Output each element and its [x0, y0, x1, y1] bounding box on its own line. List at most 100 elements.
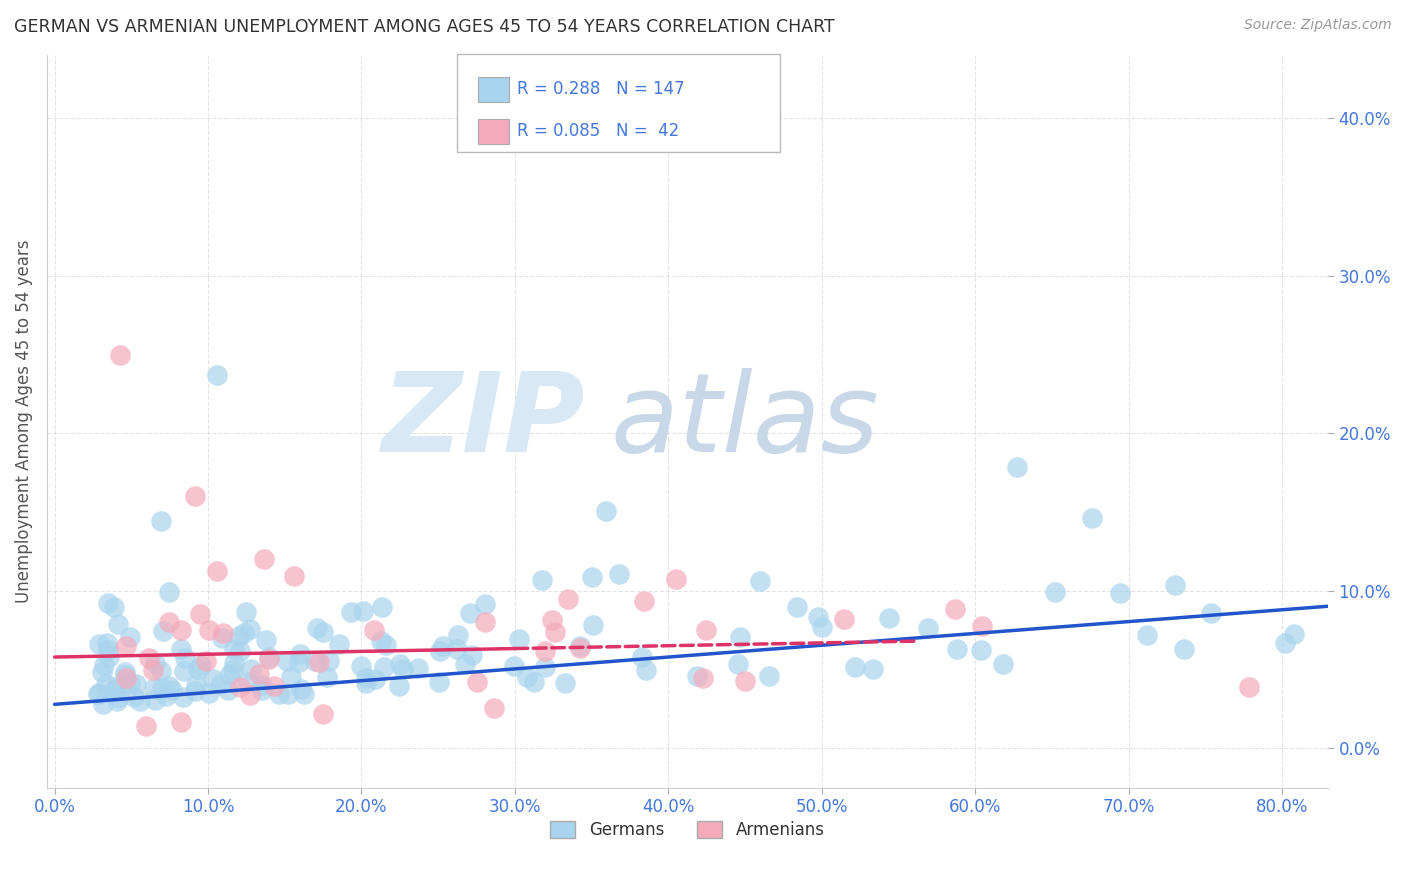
Point	[100, 607, 122, 622]
Point	[118, 641, 141, 656]
Point	[247, 657, 270, 672]
Point	[534, 643, 557, 657]
Point	[59, 671, 82, 685]
Text: Source: ZipAtlas.com: Source: ZipAtlas.com	[1244, 18, 1392, 32]
Point	[128, 662, 150, 676]
Point	[79, 681, 101, 695]
Point	[197, 672, 219, 686]
Point	[641, 578, 664, 592]
Point	[91, 651, 114, 665]
Point	[520, 642, 543, 657]
Point	[281, 670, 304, 684]
Text: atlas: atlas	[610, 368, 879, 475]
Point	[84, 683, 107, 698]
Point	[49, 596, 72, 610]
Legend: Germans, Armenians: Germans, Armenians	[544, 814, 831, 846]
Point	[169, 707, 191, 722]
Text: GERMAN VS ARMENIAN UNEMPLOYMENT AMONG AGES 45 TO 54 YEARS CORRELATION CHART: GERMAN VS ARMENIAN UNEMPLOYMENT AMONG AG…	[14, 18, 835, 36]
Point	[277, 632, 299, 646]
Point	[347, 664, 370, 678]
Point	[263, 701, 285, 715]
Point	[118, 663, 141, 677]
Point	[546, 657, 568, 672]
Point	[46, 657, 69, 672]
Point	[44, 637, 66, 651]
Point	[211, 657, 233, 671]
Point	[97, 489, 120, 503]
Point	[318, 618, 340, 632]
Point	[211, 679, 233, 693]
Point	[626, 628, 648, 642]
Point	[97, 677, 120, 691]
Point	[75, 656, 97, 670]
Point	[165, 621, 187, 635]
Point	[432, 600, 454, 615]
Point	[443, 609, 465, 624]
Point	[291, 644, 314, 658]
Point	[59, 639, 82, 653]
Point	[138, 651, 160, 665]
Point	[259, 597, 281, 611]
Point	[90, 715, 112, 730]
Point	[65, 676, 87, 690]
Point	[56, 347, 79, 361]
Point	[79, 665, 101, 679]
Point	[110, 368, 132, 383]
Point	[91, 664, 114, 678]
Point	[596, 510, 619, 524]
Point	[83, 679, 105, 693]
Point	[201, 633, 224, 648]
Point	[457, 612, 479, 626]
Point	[474, 662, 496, 676]
Point	[375, 669, 398, 683]
Point	[55, 690, 77, 704]
Point	[252, 648, 274, 662]
Point	[519, 601, 541, 615]
Point	[122, 629, 145, 643]
Point	[464, 659, 486, 673]
Point	[52, 600, 75, 615]
Point	[46, 697, 69, 711]
Point	[707, 626, 730, 640]
Point	[243, 628, 266, 642]
Point	[127, 675, 149, 690]
Point	[97, 684, 120, 698]
Point	[115, 682, 138, 697]
Point	[402, 673, 425, 688]
Point	[45, 665, 67, 679]
Point	[197, 624, 219, 638]
Point	[48, 677, 70, 691]
Point	[63, 690, 86, 704]
Point	[75, 692, 97, 706]
Point	[117, 667, 139, 681]
Point	[184, 605, 207, 619]
Point	[285, 675, 308, 690]
Point	[49, 649, 72, 664]
Point	[290, 573, 312, 587]
Point	[202, 660, 225, 674]
Point	[44, 687, 66, 701]
Point	[136, 633, 159, 648]
Point	[107, 672, 129, 686]
Point	[1178, 466, 1201, 480]
Point	[60, 630, 83, 644]
Point	[60, 676, 83, 690]
Point	[446, 620, 468, 634]
Point	[401, 631, 423, 645]
Point	[1286, 277, 1309, 291]
Point	[1233, 135, 1256, 149]
Point	[364, 573, 387, 587]
Point	[346, 593, 368, 607]
Point	[318, 569, 340, 583]
Point	[190, 659, 212, 673]
Point	[66, 693, 89, 707]
Point	[124, 626, 146, 640]
Point	[128, 622, 150, 636]
Point	[44, 686, 66, 700]
Point	[253, 675, 276, 690]
Point	[411, 574, 433, 588]
Point	[172, 654, 194, 668]
Point	[58, 665, 80, 679]
Point	[274, 658, 297, 673]
Point	[112, 625, 135, 640]
